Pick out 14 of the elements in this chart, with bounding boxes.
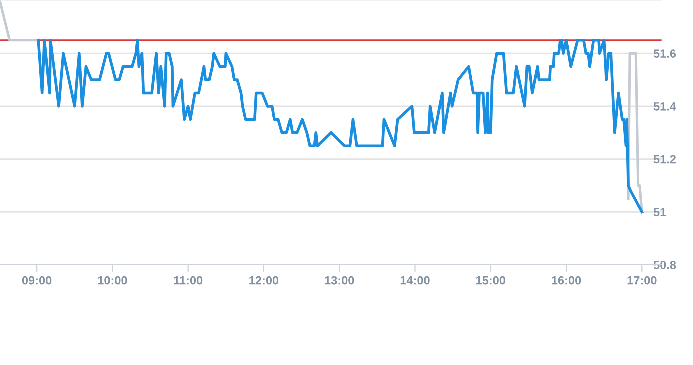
x-tick-label: 11:00 [174, 276, 203, 285]
x-tick-label: 12:00 [250, 276, 279, 285]
x-tick-label: 15:00 [476, 276, 506, 285]
y-tick-label: 51.4 [654, 102, 676, 111]
line-series [37, 38, 644, 214]
x-tick-label: 10:00 [98, 276, 128, 285]
x-tick-label: 16:00 [552, 276, 582, 285]
x-tick-label: 13:00 [325, 276, 354, 285]
y-tick-label: 51.2 [654, 155, 676, 164]
x-tick-label: 09:00 [22, 276, 52, 285]
y-tick-label: 51 [654, 208, 666, 217]
y-tick-label: 51.6 [654, 50, 676, 58]
x-tick-label: 17:00 [628, 276, 657, 285]
x-tick-label: 14:00 [400, 276, 430, 285]
